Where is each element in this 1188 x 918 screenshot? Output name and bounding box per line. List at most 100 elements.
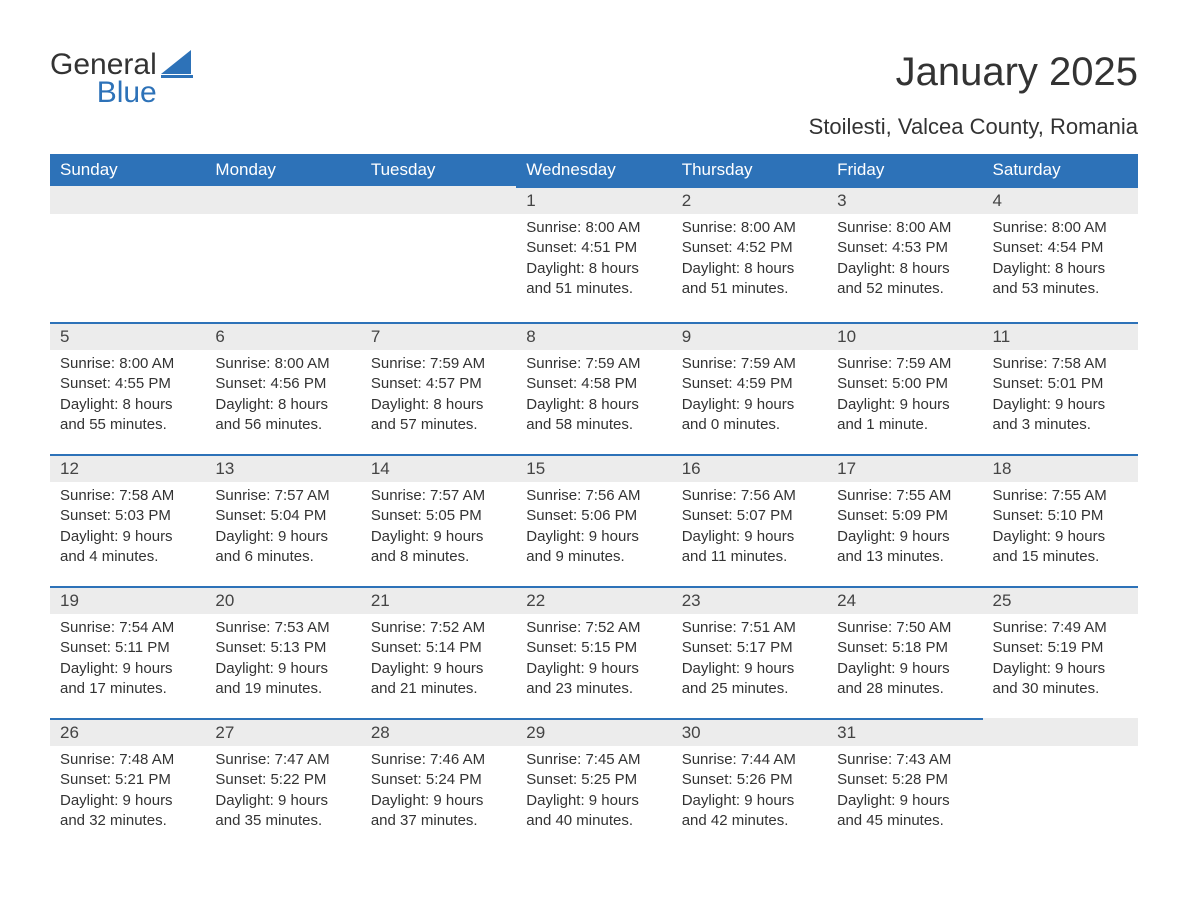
day-sunrise: Sunrise: 7:59 AM bbox=[526, 354, 661, 374]
day-details: Sunrise: 8:00 AMSunset: 4:53 PMDaylight:… bbox=[827, 214, 982, 309]
day-daylight1: Daylight: 9 hours bbox=[682, 395, 817, 415]
day-details: Sunrise: 7:45 AMSunset: 5:25 PMDaylight:… bbox=[516, 746, 671, 841]
day-number: 19 bbox=[50, 586, 205, 614]
day-sunrise: Sunrise: 7:54 AM bbox=[60, 618, 195, 638]
location-subtitle: Stoilesti, Valcea County, Romania bbox=[50, 114, 1138, 140]
day-sunrise: Sunrise: 7:53 AM bbox=[215, 618, 350, 638]
calendar-thead: SundayMondayTuesdayWednesdayThursdayFrid… bbox=[50, 154, 1138, 186]
logo-sail-icon bbox=[161, 50, 195, 78]
day-daylight1: Daylight: 8 hours bbox=[837, 259, 972, 279]
day-daylight2: and 13 minutes. bbox=[837, 547, 972, 567]
day-details: Sunrise: 7:56 AMSunset: 5:07 PMDaylight:… bbox=[672, 482, 827, 577]
day-daylight1: Daylight: 9 hours bbox=[215, 659, 350, 679]
day-daylight1: Daylight: 9 hours bbox=[60, 659, 195, 679]
day-details: Sunrise: 7:55 AMSunset: 5:10 PMDaylight:… bbox=[983, 482, 1138, 577]
day-sunset: Sunset: 5:05 PM bbox=[371, 506, 506, 526]
calendar-cell: 18Sunrise: 7:55 AMSunset: 5:10 PMDayligh… bbox=[983, 454, 1138, 586]
day-sunrise: Sunrise: 7:59 AM bbox=[371, 354, 506, 374]
calendar-cell: 5Sunrise: 8:00 AMSunset: 4:55 PMDaylight… bbox=[50, 322, 205, 454]
calendar-cell: 24Sunrise: 7:50 AMSunset: 5:18 PMDayligh… bbox=[827, 586, 982, 718]
day-number: 30 bbox=[672, 718, 827, 746]
day-number: 21 bbox=[361, 586, 516, 614]
calendar-cell: 8Sunrise: 7:59 AMSunset: 4:58 PMDaylight… bbox=[516, 322, 671, 454]
day-sunrise: Sunrise: 7:55 AM bbox=[993, 486, 1128, 506]
day-sunset: Sunset: 4:54 PM bbox=[993, 238, 1128, 258]
day-header: Saturday bbox=[983, 154, 1138, 186]
day-daylight1: Daylight: 9 hours bbox=[993, 659, 1128, 679]
day-number: 31 bbox=[827, 718, 982, 746]
day-sunset: Sunset: 5:11 PM bbox=[60, 638, 195, 658]
day-details: Sunrise: 8:00 AMSunset: 4:56 PMDaylight:… bbox=[205, 350, 360, 445]
day-daylight2: and 37 minutes. bbox=[371, 811, 506, 831]
calendar-cell: 17Sunrise: 7:55 AMSunset: 5:09 PMDayligh… bbox=[827, 454, 982, 586]
day-number: 3 bbox=[827, 186, 982, 214]
day-daylight2: and 23 minutes. bbox=[526, 679, 661, 699]
day-sunset: Sunset: 5:03 PM bbox=[60, 506, 195, 526]
day-sunrise: Sunrise: 7:45 AM bbox=[526, 750, 661, 770]
day-daylight1: Daylight: 9 hours bbox=[993, 527, 1128, 547]
empty-day-bar bbox=[361, 186, 516, 214]
day-sunset: Sunset: 5:28 PM bbox=[837, 770, 972, 790]
day-sunset: Sunset: 5:17 PM bbox=[682, 638, 817, 658]
day-daylight1: Daylight: 8 hours bbox=[526, 259, 661, 279]
day-daylight1: Daylight: 8 hours bbox=[682, 259, 817, 279]
day-sunrise: Sunrise: 7:59 AM bbox=[682, 354, 817, 374]
day-sunset: Sunset: 4:53 PM bbox=[837, 238, 972, 258]
day-sunrise: Sunrise: 7:46 AM bbox=[371, 750, 506, 770]
empty-day-bar bbox=[983, 718, 1138, 746]
calendar-cell: 28Sunrise: 7:46 AMSunset: 5:24 PMDayligh… bbox=[361, 718, 516, 850]
day-daylight1: Daylight: 9 hours bbox=[215, 791, 350, 811]
day-sunset: Sunset: 5:06 PM bbox=[526, 506, 661, 526]
day-sunrise: Sunrise: 8:00 AM bbox=[60, 354, 195, 374]
day-details: Sunrise: 7:49 AMSunset: 5:19 PMDaylight:… bbox=[983, 614, 1138, 709]
day-details: Sunrise: 7:58 AMSunset: 5:01 PMDaylight:… bbox=[983, 350, 1138, 445]
day-number: 7 bbox=[361, 322, 516, 350]
day-details: Sunrise: 8:00 AMSunset: 4:54 PMDaylight:… bbox=[983, 214, 1138, 309]
day-daylight2: and 32 minutes. bbox=[60, 811, 195, 831]
day-details: Sunrise: 8:00 AMSunset: 4:55 PMDaylight:… bbox=[50, 350, 205, 445]
calendar-cell: 11Sunrise: 7:58 AMSunset: 5:01 PMDayligh… bbox=[983, 322, 1138, 454]
day-daylight1: Daylight: 9 hours bbox=[993, 395, 1128, 415]
day-daylight1: Daylight: 8 hours bbox=[60, 395, 195, 415]
day-number: 6 bbox=[205, 322, 360, 350]
day-sunset: Sunset: 4:58 PM bbox=[526, 374, 661, 394]
day-daylight1: Daylight: 8 hours bbox=[371, 395, 506, 415]
day-sunset: Sunset: 4:52 PM bbox=[682, 238, 817, 258]
calendar-cell: 9Sunrise: 7:59 AMSunset: 4:59 PMDaylight… bbox=[672, 322, 827, 454]
calendar-table: SundayMondayTuesdayWednesdayThursdayFrid… bbox=[50, 154, 1138, 850]
day-header: Wednesday bbox=[516, 154, 671, 186]
day-number: 29 bbox=[516, 718, 671, 746]
day-daylight1: Daylight: 9 hours bbox=[837, 659, 972, 679]
day-sunrise: Sunrise: 7:57 AM bbox=[215, 486, 350, 506]
day-daylight1: Daylight: 9 hours bbox=[60, 791, 195, 811]
day-details: Sunrise: 7:52 AMSunset: 5:15 PMDaylight:… bbox=[516, 614, 671, 709]
calendar-week-row: 1Sunrise: 8:00 AMSunset: 4:51 PMDaylight… bbox=[50, 186, 1138, 322]
day-details: Sunrise: 7:59 AMSunset: 4:59 PMDaylight:… bbox=[672, 350, 827, 445]
day-daylight2: and 30 minutes. bbox=[993, 679, 1128, 699]
day-daylight2: and 53 minutes. bbox=[993, 279, 1128, 299]
day-sunset: Sunset: 5:07 PM bbox=[682, 506, 817, 526]
calendar-header-row: SundayMondayTuesdayWednesdayThursdayFrid… bbox=[50, 154, 1138, 186]
day-daylight2: and 0 minutes. bbox=[682, 415, 817, 435]
day-sunset: Sunset: 5:01 PM bbox=[993, 374, 1128, 394]
day-header: Thursday bbox=[672, 154, 827, 186]
calendar-cell: 2Sunrise: 8:00 AMSunset: 4:52 PMDaylight… bbox=[672, 186, 827, 322]
calendar-cell: 25Sunrise: 7:49 AMSunset: 5:19 PMDayligh… bbox=[983, 586, 1138, 718]
day-number: 27 bbox=[205, 718, 360, 746]
calendar-cell: 4Sunrise: 8:00 AMSunset: 4:54 PMDaylight… bbox=[983, 186, 1138, 322]
day-details: Sunrise: 7:56 AMSunset: 5:06 PMDaylight:… bbox=[516, 482, 671, 577]
calendar-cell: 19 Sunrise: 7:54 AMSunset: 5:11 PMDayligh… bbox=[50, 586, 205, 718]
day-sunset: Sunset: 5:19 PM bbox=[993, 638, 1128, 658]
day-sunset: Sunset: 5:24 PM bbox=[371, 770, 506, 790]
page-title: January 2025 bbox=[896, 50, 1138, 95]
day-number: 13 bbox=[205, 454, 360, 482]
day-number: 14 bbox=[361, 454, 516, 482]
calendar-cell: 22Sunrise: 7:52 AMSunset: 5:15 PMDayligh… bbox=[516, 586, 671, 718]
day-daylight2: and 1 minute. bbox=[837, 415, 972, 435]
empty-day-bar bbox=[50, 186, 205, 214]
calendar-cell: 23Sunrise: 7:51 AMSunset: 5:17 PMDayligh… bbox=[672, 586, 827, 718]
day-header: Tuesday bbox=[361, 154, 516, 186]
day-sunset: Sunset: 4:51 PM bbox=[526, 238, 661, 258]
day-daylight1: Daylight: 9 hours bbox=[371, 659, 506, 679]
day-number: 22 bbox=[516, 586, 671, 614]
